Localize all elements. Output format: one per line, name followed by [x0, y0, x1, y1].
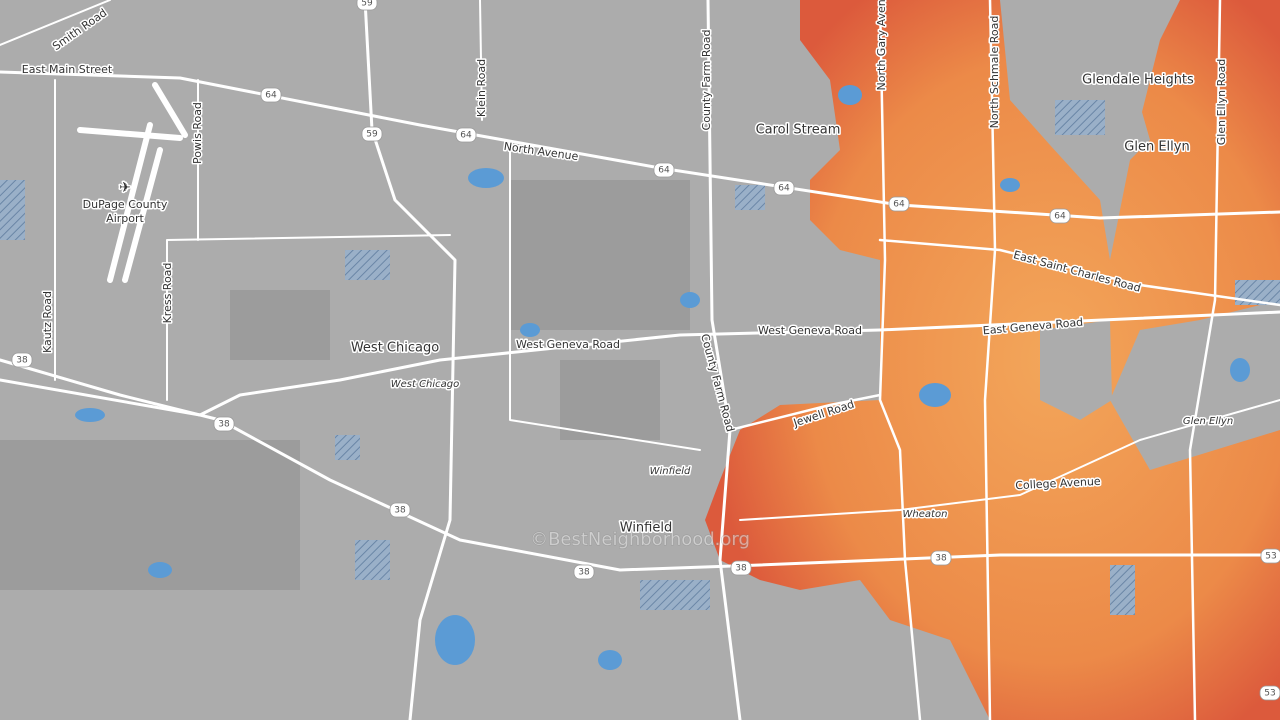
road-label: County Farm Road	[700, 30, 713, 131]
route-number: 38	[218, 420, 230, 430]
water	[75, 85, 1250, 670]
route-number: 53	[1264, 689, 1275, 699]
route-number: 38	[735, 564, 747, 574]
place-label: Carol Stream	[756, 123, 841, 138]
route-shield	[730, 560, 752, 576]
route-number: 38	[935, 554, 947, 564]
road-label: Kautz Road	[41, 291, 54, 353]
place-label: Glen Ellyn	[1124, 140, 1189, 155]
road-label: North Gary Avenue	[875, 0, 888, 90]
route-shield	[573, 564, 595, 580]
route-shield	[1049, 208, 1071, 224]
route-shield	[653, 162, 675, 178]
route-number: 64	[265, 91, 277, 101]
route-shield	[356, 0, 378, 11]
route-number: 38	[578, 568, 590, 578]
land-patches	[0, 180, 690, 590]
route-number: 64	[1054, 212, 1066, 222]
watermark: ©BestNeighborhood.org	[530, 529, 750, 550]
route-shield	[361, 126, 383, 142]
road-label: North Schmale Road	[988, 16, 1001, 129]
affected-area	[705, 0, 1280, 720]
road-label: Kress Road	[161, 263, 174, 324]
route-shield	[260, 87, 282, 103]
minor-place-label: Wheaton	[903, 509, 948, 520]
route-shield	[773, 180, 795, 196]
route-shield	[455, 127, 477, 143]
road-label: Glen Ellyn Road	[1215, 59, 1228, 145]
airport-label: Airport	[106, 212, 144, 225]
parks	[0, 100, 1280, 615]
road-label: East Main Street	[22, 63, 113, 76]
airport-icon: ✈	[119, 180, 131, 196]
route-number: 53	[1265, 552, 1276, 562]
route-shield	[11, 352, 33, 368]
airport-label: DuPage County	[83, 198, 168, 211]
route-shield	[213, 416, 235, 432]
route-number: 38	[394, 506, 406, 516]
route-shield	[930, 550, 952, 566]
route-shield	[888, 196, 910, 212]
minor-place-label: Glen Ellyn	[1183, 416, 1233, 427]
unaffected-area	[1040, 60, 1150, 420]
route-shield	[389, 502, 411, 518]
place-label: Glendale Heights	[1082, 73, 1194, 88]
minor-place-label: Winfield	[650, 466, 691, 477]
route-number: 64	[658, 166, 670, 176]
route-shield	[1260, 548, 1280, 564]
route-number: 64	[893, 200, 905, 210]
road-label: West Geneva Road	[516, 338, 620, 351]
route-number: 64	[778, 184, 790, 194]
place-label: Winfield	[620, 521, 672, 536]
route-number: 59	[366, 130, 378, 140]
minor-place-label: West Chicago	[391, 379, 460, 390]
route-number: 59	[361, 0, 373, 9]
road-label: Powis Road	[191, 102, 204, 164]
place-label: West Chicago	[351, 341, 439, 356]
route-number: 38	[16, 356, 28, 366]
route-shield	[1259, 685, 1280, 701]
route-number: 64	[460, 131, 472, 141]
road-label: West Geneva Road	[758, 324, 862, 337]
road-label: College Avenue	[1015, 475, 1101, 492]
road-label: Klein Road	[475, 59, 488, 117]
